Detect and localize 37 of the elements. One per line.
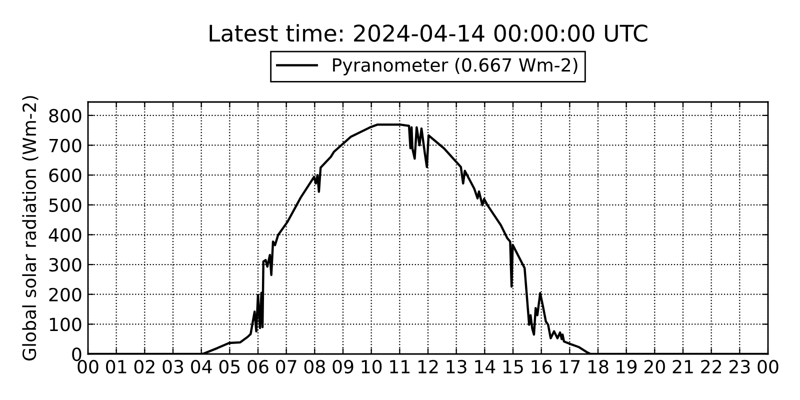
x-tick-label: 01 [106,360,126,374]
x-tick-label: 06 [248,360,268,374]
x-tick-label: 18 [588,360,608,374]
y-tick-label: 400 [48,228,82,242]
x-tick-label: 16 [532,360,552,374]
y-tick-label: 200 [49,288,82,302]
x-tick-label: 00 [78,360,98,374]
y-tick-label: 600 [49,168,82,182]
x-tick-label: 07 [276,360,296,374]
x-tick-label: 02 [134,360,154,374]
y-tick-label: 800 [49,108,82,123]
y-axis-title: Global solar radiation (Wm-2) [22,96,38,360]
x-tick-label: 03 [162,360,184,374]
x-tick-label: 10 [362,360,382,374]
y-tick-label: 700 [49,138,82,152]
x-tick-label: 23 [730,360,750,374]
x-tick-label: 20 [644,360,665,374]
x-tick-label: 04 [191,360,212,374]
x-tick-label: 14 [475,360,496,374]
x-tick-label: 19 [616,360,637,374]
y-tick-label: 300 [49,258,82,272]
x-tick-label: 22 [701,360,722,374]
x-tick-label: 00 [758,360,778,374]
y-tick-label: 0 [72,347,82,362]
x-tick-label: 11 [390,360,410,374]
x-tick-label: 13 [446,360,466,374]
x-tick-label: 12 [418,360,438,374]
chart-title: Latest time: 2024-04-14 00:00:00 UTC [210,24,648,42]
x-tick-label: 21 [672,360,693,374]
legend-label: Pyranometer (0.667 Wm-2) [333,58,578,76]
x-tick-label: 09 [332,360,354,374]
x-tick-label: 05 [219,360,240,374]
y-tick-label: 100 [50,318,82,332]
x-tick-label: 15 [503,360,523,374]
y-tick-label: 500 [49,198,82,212]
x-tick-label: 17 [560,360,580,374]
x-tick-label: 08 [304,360,325,374]
